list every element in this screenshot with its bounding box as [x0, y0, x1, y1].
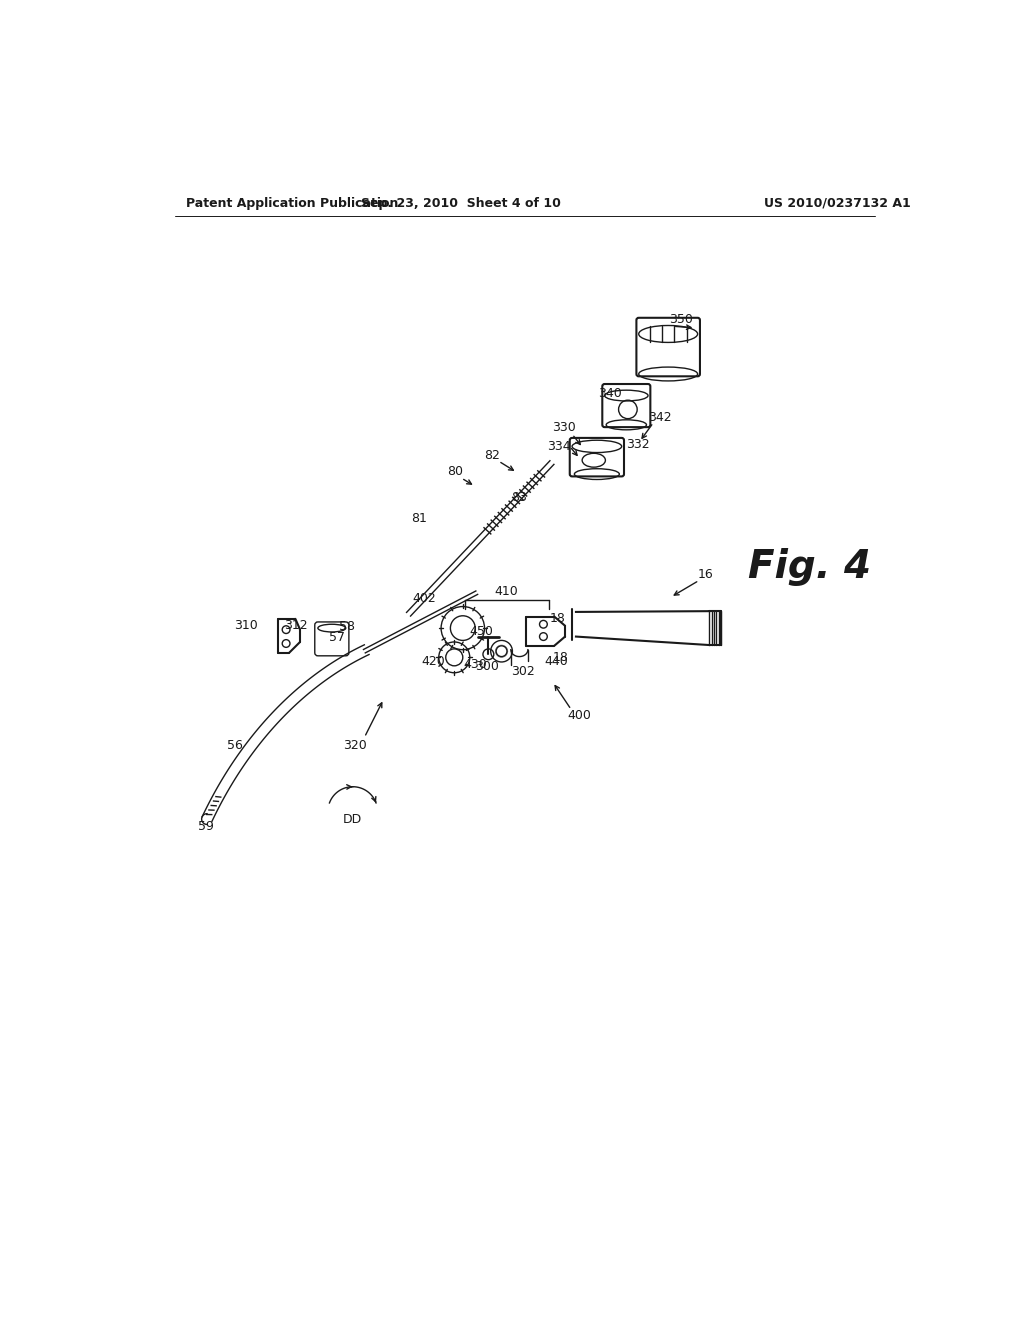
Text: 80: 80: [447, 465, 463, 478]
Text: 18: 18: [553, 651, 568, 664]
Text: 18: 18: [550, 612, 565, 626]
Text: DD: DD: [343, 813, 362, 825]
Text: 350: 350: [669, 313, 692, 326]
Text: 430: 430: [463, 657, 487, 671]
Text: 16: 16: [697, 568, 714, 581]
Text: 302: 302: [511, 665, 536, 677]
Text: Fig. 4: Fig. 4: [749, 548, 871, 586]
Text: 300: 300: [475, 660, 499, 673]
Text: 56: 56: [227, 739, 243, 751]
Text: 58: 58: [339, 620, 355, 634]
Text: 312: 312: [285, 619, 308, 631]
Text: 82: 82: [484, 449, 500, 462]
Text: Sep. 23, 2010  Sheet 4 of 10: Sep. 23, 2010 Sheet 4 of 10: [361, 197, 561, 210]
Text: 310: 310: [233, 619, 258, 631]
Text: Patent Application Publication: Patent Application Publication: [186, 197, 398, 210]
Text: 334: 334: [547, 440, 570, 453]
Text: 440: 440: [544, 655, 567, 668]
Text: 450: 450: [469, 624, 494, 638]
Text: 57: 57: [330, 631, 345, 644]
Text: 83: 83: [511, 491, 527, 504]
Text: 81: 81: [411, 512, 427, 525]
Text: 340: 340: [598, 387, 622, 400]
Text: US 2010/0237132 A1: US 2010/0237132 A1: [764, 197, 910, 210]
Text: 400: 400: [567, 709, 591, 722]
Text: 332: 332: [626, 438, 650, 451]
Text: 320: 320: [343, 739, 367, 751]
Text: 59: 59: [198, 820, 213, 833]
Text: 342: 342: [648, 411, 672, 424]
Text: 410: 410: [495, 585, 518, 598]
Text: 402: 402: [413, 593, 436, 606]
Text: 330: 330: [553, 421, 577, 434]
Text: 420: 420: [422, 655, 445, 668]
